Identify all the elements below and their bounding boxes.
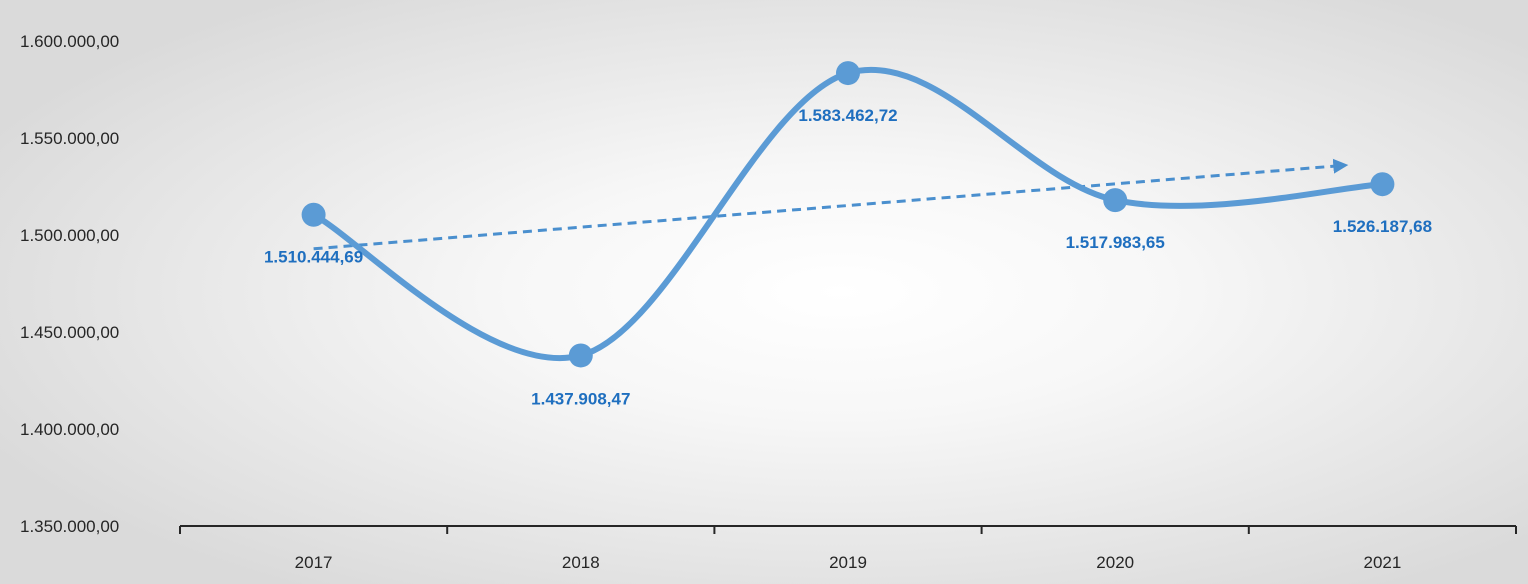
data-label: 1.437.908,47	[531, 389, 630, 408]
x-tick-label: 2018	[562, 553, 600, 572]
y-tick-label: 1.450.000,00	[20, 323, 119, 342]
y-tick-label: 1.600.000,00	[20, 32, 119, 51]
y-tick-label: 1.350.000,00	[20, 517, 119, 536]
y-tick-label: 1.500.000,00	[20, 226, 119, 245]
data-point	[1103, 188, 1128, 213]
data-label: 1.526.187,68	[1333, 217, 1432, 236]
data-label: 1.510.444,69	[264, 248, 363, 267]
data-point	[836, 61, 860, 86]
x-tick-label: 2020	[1096, 553, 1134, 572]
series-line	[310, 66, 1386, 361]
data-point	[1370, 172, 1395, 197]
x-tick-label: 2019	[829, 553, 867, 572]
y-tick-label: 1.550.000,00	[20, 129, 119, 148]
y-tick-label: 1.400.000,00	[20, 420, 119, 439]
data-label: 1.517.983,65	[1066, 233, 1165, 252]
x-tick-label: 2017	[295, 553, 333, 572]
trendline	[313, 158, 1349, 251]
data-label: 1.583.462,72	[798, 106, 897, 125]
data-point	[301, 202, 326, 227]
data-point	[568, 343, 593, 368]
x-tick-label: 2021	[1363, 553, 1401, 572]
